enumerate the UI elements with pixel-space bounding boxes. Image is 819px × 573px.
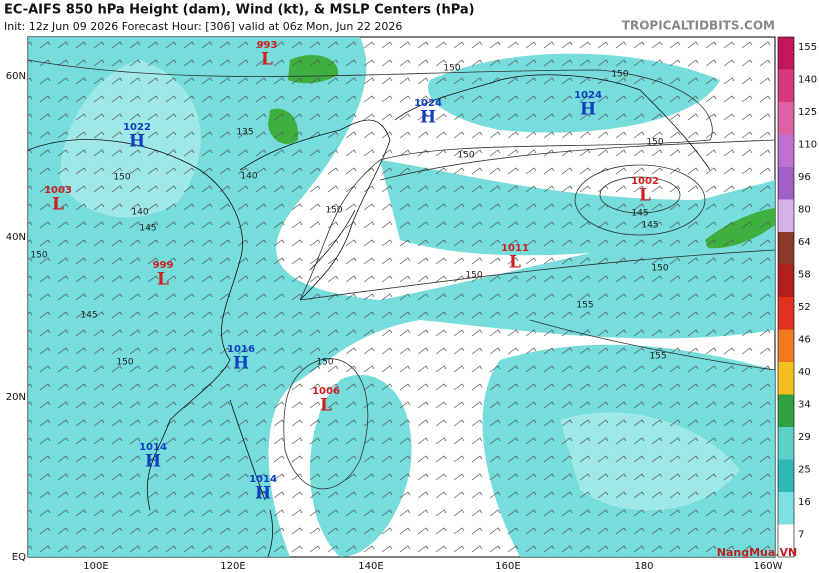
colorbar-label: 34 (798, 399, 811, 410)
lon-label: 120E (220, 561, 245, 572)
colorbar-label: 58 (798, 269, 811, 280)
contour-label: 150 (465, 271, 482, 281)
pressure-letter: L (261, 50, 273, 70)
pressure-letter: H (580, 100, 596, 120)
height-contours (27, 59, 776, 490)
colorbar-label: 64 (798, 237, 811, 248)
pressure-value: 1011 (501, 243, 529, 254)
colorbar-segment (778, 199, 794, 233)
colorbar-segment (778, 264, 794, 298)
colorbar-segment (778, 427, 794, 460)
colorbar-label: 155 (798, 42, 817, 53)
pressure-letter: H (145, 452, 161, 472)
colorbar-segment (778, 329, 794, 363)
pressure-value: 1014 (139, 442, 167, 453)
colorbar-frame (777, 36, 795, 558)
pressure-letter: L (639, 186, 651, 206)
lon-label: 180 (634, 561, 653, 572)
colorbar-segment (778, 102, 794, 135)
colorbar-segment (778, 394, 794, 428)
contour-label: 150 (611, 70, 628, 80)
colorbar-label: 16 (798, 497, 811, 508)
pressure-value: 1003 (44, 185, 72, 196)
colorbar-label: 40 (798, 367, 811, 378)
colorbar-segment (778, 37, 794, 70)
contour-label: 145 (631, 209, 648, 219)
colorbar-label: 96 (798, 172, 811, 183)
colorbar-label: 52 (798, 302, 811, 313)
contour-label: 150 (113, 173, 130, 183)
wind-barbs (28, 37, 775, 557)
contour-label: 155 (576, 301, 593, 311)
lon-label: 140E (358, 561, 383, 572)
pressure-value: 999 (153, 260, 174, 271)
colorbar-label: 46 (798, 334, 811, 345)
colorbar-segment (778, 69, 794, 103)
pressure-value: 1024 (574, 90, 602, 101)
pressure-value: 1014 (249, 474, 277, 485)
colorbar-segment (778, 362, 794, 395)
contour-label: 140 (131, 208, 148, 218)
contour-label: 150 (457, 151, 474, 161)
lat-label: 20N (6, 392, 26, 403)
pressure-value: 993 (257, 40, 278, 51)
colorbar-segment (778, 297, 794, 330)
contour-label: 145 (80, 311, 97, 321)
pressure-value: 1002 (631, 176, 659, 187)
pressure-letter: L (157, 270, 169, 290)
contour-label: 150 (30, 251, 47, 261)
colorbar-label: 7 (798, 529, 804, 540)
pressure-letter: L (52, 195, 64, 215)
colorbar-label: 25 (798, 464, 811, 475)
contour-label: 155 (649, 352, 666, 362)
contour-label: 140 (240, 172, 257, 182)
colorbar-label: 29 (798, 432, 811, 443)
lon-label: 160W (754, 561, 783, 572)
pressure-letter: H (420, 108, 436, 128)
title: EC-AIFS 850 hPa Height (dam), Wind (kt),… (4, 3, 475, 18)
colorbar-segment (778, 167, 794, 200)
colorbar: 155 140 125 110 96 80 64 58 52 46 40 34 29 25 16 7 (777, 36, 817, 558)
contour-label: 150 (116, 358, 133, 368)
pressure-letter: L (509, 253, 521, 273)
lat-label: 40N (6, 232, 26, 243)
contour-label: 150 (651, 264, 668, 274)
colorbar-label: 140 (798, 74, 817, 85)
pressure-value: 1024 (414, 98, 442, 109)
contour-label: 150 (316, 358, 333, 368)
contour-label: 135 (236, 128, 253, 138)
pressure-value: 1022 (123, 122, 151, 133)
colorbar-segment (778, 134, 794, 168)
lat-label: EQ (12, 552, 26, 563)
lon-label: 100E (83, 561, 108, 572)
contour-label: 150 (443, 64, 460, 74)
lon-label: 160E (495, 561, 520, 572)
colorbar-label: 110 (798, 139, 817, 150)
pressure-letter: H (255, 484, 271, 504)
contour-label: 145 (139, 224, 156, 234)
colorbar-segment (778, 524, 794, 558)
pressure-value: 1016 (227, 344, 255, 355)
contour-label: 145 (641, 221, 658, 231)
subtitle: Init: 12z Jun 09 2026 Forecast Hour: [30… (4, 20, 402, 33)
site: TROPICALTIDBITS.COM (622, 19, 775, 33)
colorbar-label: 125 (798, 107, 817, 118)
pressure-letter: H (233, 354, 249, 374)
watermark: NangMua.VN (717, 546, 797, 559)
map (27, 36, 776, 558)
colorbar-label: 80 (798, 204, 811, 215)
colorbar-segment (778, 459, 794, 493)
pressure-value: 1006 (312, 386, 340, 397)
contour-label: 150 (325, 206, 342, 216)
colorbar-segment (778, 492, 794, 525)
lat-label: 60N (6, 71, 26, 82)
pressure-letter: H (129, 132, 145, 152)
contour-label: 150 (646, 138, 663, 148)
colorbar-segment (778, 232, 794, 265)
pressure-letter: L (320, 396, 332, 416)
